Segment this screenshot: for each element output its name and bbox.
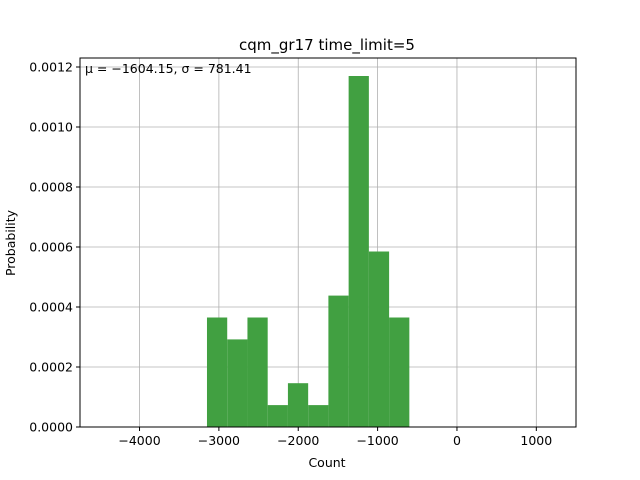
y-tick-label: 0.0000 [29,420,73,435]
y-tick-label: 0.0010 [29,120,73,135]
plot-frame [79,57,577,428]
y-axis-ticks: 0.0000 0.0002 0.0004 0.0006 0.0008 0.0010 0.00… [29,60,80,435]
x-tick-label: 1000 [520,433,552,448]
y-tick-label: 0.0008 [29,180,73,195]
x-tick-label: −4000 [118,433,160,448]
histogram-bar [247,317,268,427]
histogram-bar [348,76,369,427]
chart-title: cqm_gr17 time_limit=5 [239,36,415,55]
histogram-bar [328,295,349,427]
y-tick-label: 0.0004 [29,300,73,315]
histogram-bar [206,317,228,427]
grid [80,58,576,428]
stats-annotation: μ = −1604.15, σ = 781.41 [85,61,252,76]
y-axis-label: Probability [3,209,18,276]
histogram-bar [389,317,410,427]
x-axis-ticks: −4000 −3000 −2000 −1000 0 1000 [118,427,552,448]
x-tick-label: −2000 [277,433,319,448]
bars [206,76,410,427]
x-tick-label: −1000 [356,433,398,448]
histogram-bar [267,405,288,427]
x-tick-label: 0 [453,433,461,448]
x-axis-label: Count [308,455,345,470]
x-tick-label: −3000 [198,433,240,448]
histogram-bar [368,251,390,427]
y-tick-label: 0.0002 [29,360,73,375]
histogram-bar [287,383,309,427]
y-tick-label: 0.0012 [29,60,73,75]
y-tick-label: 0.0006 [29,240,73,255]
histogram-bar [227,339,248,427]
histogram-bar [308,405,329,427]
